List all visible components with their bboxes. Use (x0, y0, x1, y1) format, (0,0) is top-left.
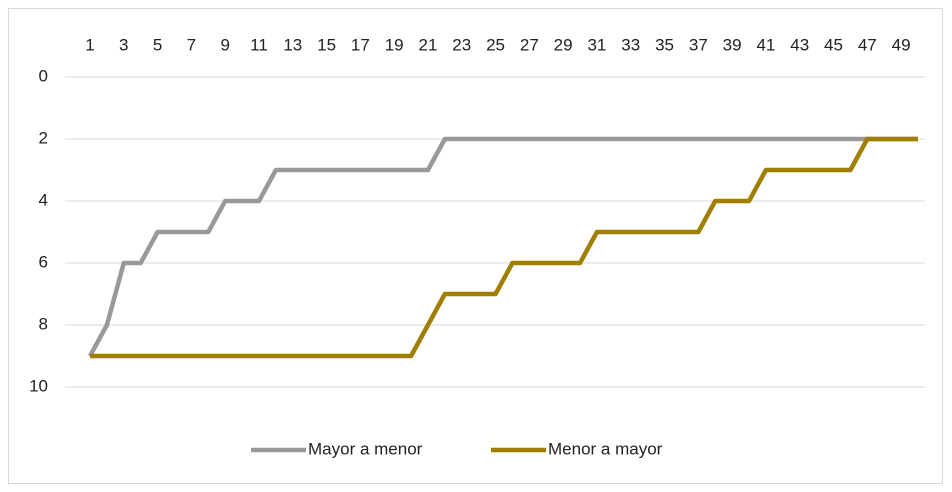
y-tick-label: 10 (29, 376, 48, 395)
x-tick-label: 3 (119, 35, 128, 54)
x-tick-label: 39 (723, 35, 742, 54)
y-tick-label: 2 (39, 128, 48, 147)
x-tick-label: 13 (283, 35, 302, 54)
x-tick-label: 21 (418, 35, 437, 54)
x-tick-label: 17 (351, 35, 370, 54)
series-line (90, 136, 918, 359)
x-tick-label: 23 (452, 35, 471, 54)
x-tick-label: 9 (220, 35, 229, 54)
x-tick-label: 27 (520, 35, 539, 54)
x-tick-label: 47 (858, 35, 877, 54)
x-tick-label: 11 (250, 35, 268, 54)
x-tick-label: 31 (587, 35, 606, 54)
x-tick-label: 25 (486, 35, 505, 54)
x-tick-label: 7 (187, 35, 196, 54)
x-tick-label: 41 (756, 35, 775, 54)
y-tick-label: 0 (39, 66, 48, 85)
series-line (88, 136, 918, 358)
x-tick-label: 15 (317, 35, 336, 54)
legend-label: Mayor a menor (308, 439, 423, 458)
legend-label: Menor a mayor (548, 439, 663, 458)
x-tick-label: 43 (790, 35, 809, 54)
x-tick-label: 29 (554, 35, 573, 54)
x-tick-label: 35 (655, 35, 674, 54)
x-tick-label: 37 (689, 35, 708, 54)
x-tick-label: 19 (385, 35, 404, 54)
x-tick-label: 1 (85, 35, 94, 54)
x-tick-label: 45 (824, 35, 843, 54)
y-tick-label: 6 (39, 252, 48, 271)
x-tick-label: 33 (621, 35, 640, 54)
x-tick-label: 49 (892, 35, 911, 54)
x-tick-label: 5 (153, 35, 162, 54)
y-tick-label: 4 (39, 190, 48, 209)
chart-frame (8, 8, 943, 484)
y-tick-label: 8 (39, 314, 48, 333)
